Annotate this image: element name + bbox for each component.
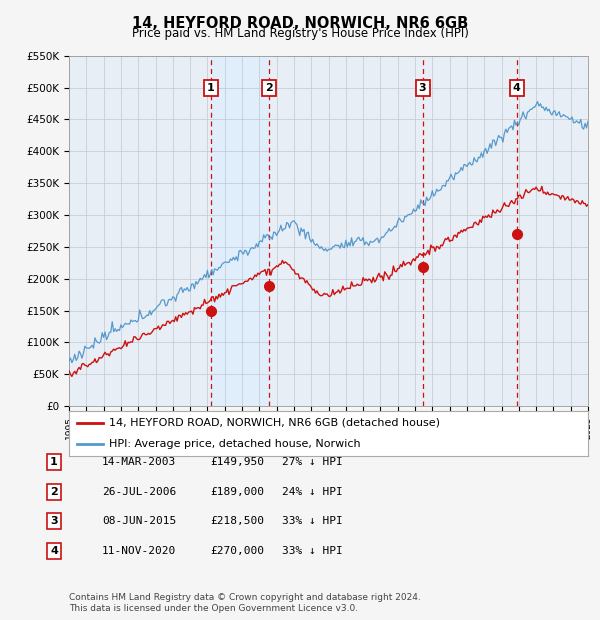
- Text: 14, HEYFORD ROAD, NORWICH, NR6 6GB: 14, HEYFORD ROAD, NORWICH, NR6 6GB: [132, 16, 468, 30]
- Text: 14-MAR-2003: 14-MAR-2003: [102, 457, 176, 467]
- Text: 2: 2: [50, 487, 58, 497]
- Text: Price paid vs. HM Land Registry's House Price Index (HPI): Price paid vs. HM Land Registry's House …: [131, 27, 469, 40]
- Text: 1: 1: [207, 82, 215, 92]
- Text: 3: 3: [50, 516, 58, 526]
- Bar: [211, 56, 269, 406]
- Text: 2: 2: [265, 82, 273, 92]
- Text: 26-JUL-2006: 26-JUL-2006: [102, 487, 176, 497]
- Text: 27% ↓ HPI: 27% ↓ HPI: [282, 457, 343, 467]
- Text: 11-NOV-2020: 11-NOV-2020: [102, 546, 176, 556]
- Text: 3: 3: [419, 82, 427, 92]
- Text: 24% ↓ HPI: 24% ↓ HPI: [282, 487, 343, 497]
- Text: £218,500: £218,500: [210, 516, 264, 526]
- Text: 33% ↓ HPI: 33% ↓ HPI: [282, 546, 343, 556]
- Text: £149,950: £149,950: [210, 457, 264, 467]
- Text: Contains HM Land Registry data © Crown copyright and database right 2024.
This d: Contains HM Land Registry data © Crown c…: [69, 593, 421, 613]
- Text: 1: 1: [50, 457, 58, 467]
- Text: 4: 4: [512, 82, 520, 92]
- Text: 08-JUN-2015: 08-JUN-2015: [102, 516, 176, 526]
- Text: £189,000: £189,000: [210, 487, 264, 497]
- Text: 4: 4: [50, 546, 58, 556]
- Text: 14, HEYFORD ROAD, NORWICH, NR6 6GB (detached house): 14, HEYFORD ROAD, NORWICH, NR6 6GB (deta…: [109, 418, 440, 428]
- Text: 33% ↓ HPI: 33% ↓ HPI: [282, 516, 343, 526]
- Text: £270,000: £270,000: [210, 546, 264, 556]
- Text: HPI: Average price, detached house, Norwich: HPI: Average price, detached house, Norw…: [109, 439, 361, 449]
